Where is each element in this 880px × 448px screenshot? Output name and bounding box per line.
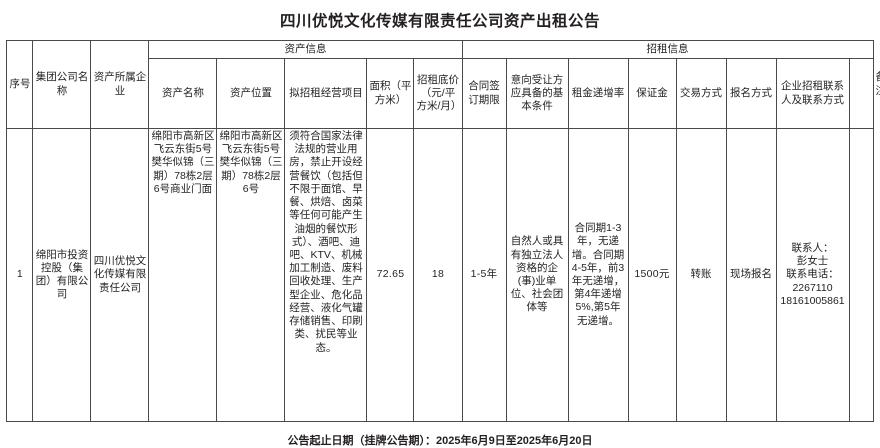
col-header-deposit: 保证金	[627, 58, 677, 129]
contact-line: 2267110	[792, 281, 833, 294]
col-header-apply-method: 报名方式	[725, 58, 777, 129]
cell-deposit: 1500元	[627, 128, 677, 422]
table-row: 1 绵阳市投资控股（集团）有限公司 四川优悦文化传媒有限责任公司 绵阳市高新区飞…	[6, 128, 874, 422]
cell-contract-term: 1-5年	[461, 128, 507, 422]
cell-remarks	[848, 128, 874, 422]
col-header-rent-increase: 租金递增率	[567, 58, 629, 129]
col-header-transferee-conditions: 意向受让方应具备的基本条件	[505, 58, 569, 129]
cell-owner-enterprise: 四川优悦文化传媒有限责任公司	[90, 128, 150, 422]
page-title: 四川优悦文化传媒有限责任公司资产出租公告	[279, 13, 600, 30]
col-header-business-scope: 拟招租经营项目	[284, 58, 368, 129]
cell-business-scope: 须符合国家法律法规的营业用房，禁止开设经营餐饮（包括但不限于面馆、早餐、烘焙、卤…	[284, 128, 368, 422]
cell-seq: 1	[6, 128, 34, 422]
table-column-header-row: 资产名称 资产位置 拟招租经营项目 面积（平方米） 招租底价（元/平方米/月） …	[7, 58, 873, 129]
announcement-page: 四川优悦文化传媒有限责任公司资产出租公告 序号 集团公司名称 资产所属企业 资产…	[6, 13, 880, 447]
cell-trade-method: 转账	[675, 128, 727, 422]
cell-contact: 联系人： 彭女士 联系电话： 2267110 18161005861	[775, 128, 850, 422]
cell-rent-increase: 合同期1-3年，无递增。合同期4-5年，前3年无递增，第4年递增5%,第5年无递…	[567, 128, 629, 422]
col-header-asset-location: 资产位置	[216, 58, 286, 129]
cell-area: 72.65	[366, 128, 415, 422]
group-header-asset-info: 资产信息	[148, 40, 463, 59]
contact-line: 彭女士	[796, 255, 829, 268]
contact-line: 18161005861	[780, 294, 845, 307]
announcement-period-note: 公告起止日期（挂牌公告期）：2025年6月9日至2025年6月20日	[287, 435, 593, 447]
cell-base-price: 18	[413, 128, 463, 422]
col-header-asset-name: 资产名称	[148, 58, 218, 129]
cell-asset-name: 绵阳市高新区飞云东街5号樊华似锦（三期）78栋2层6号商业门面	[148, 128, 218, 422]
col-header-owner-enterprise: 资产所属企业	[90, 40, 150, 129]
group-header-lease-info: 招租信息	[461, 40, 874, 59]
asset-lease-table: 序号 集团公司名称 资产所属企业 资产信息 招租信息 备注 资产名称 资产位置 …	[6, 40, 880, 422]
table-group-header-row: 序号 集团公司名称 资产所属企业 资产信息 招租信息 备注	[6, 40, 880, 129]
cell-asset-location: 绵阳市高新区飞云东街5号樊华似锦（三期）78栋2层6号	[216, 128, 286, 422]
col-header-trade-method: 交易方式	[675, 58, 727, 129]
col-header-contract-term: 合同签订期限	[461, 58, 507, 129]
contact-line: 联系人：	[791, 241, 834, 254]
col-header-base-price: 招租底价（元/平方米/月）	[413, 58, 463, 129]
col-header-seq: 序号	[6, 40, 34, 129]
col-header-area: 面积（平方米）	[366, 58, 415, 129]
col-header-group-company: 集团公司名称	[32, 40, 92, 129]
cell-apply-method: 现场报名	[725, 128, 777, 422]
contact-line: 联系电话：	[786, 268, 839, 281]
cell-transferee-conditions: 自然人或具有独立法人资格的企(事)业单位、社会团体等	[505, 128, 569, 422]
cell-group-company: 绵阳市投资控股（集团）有限公司	[32, 128, 92, 422]
col-header-contact: 企业招租联系人及联系方式	[775, 58, 850, 129]
